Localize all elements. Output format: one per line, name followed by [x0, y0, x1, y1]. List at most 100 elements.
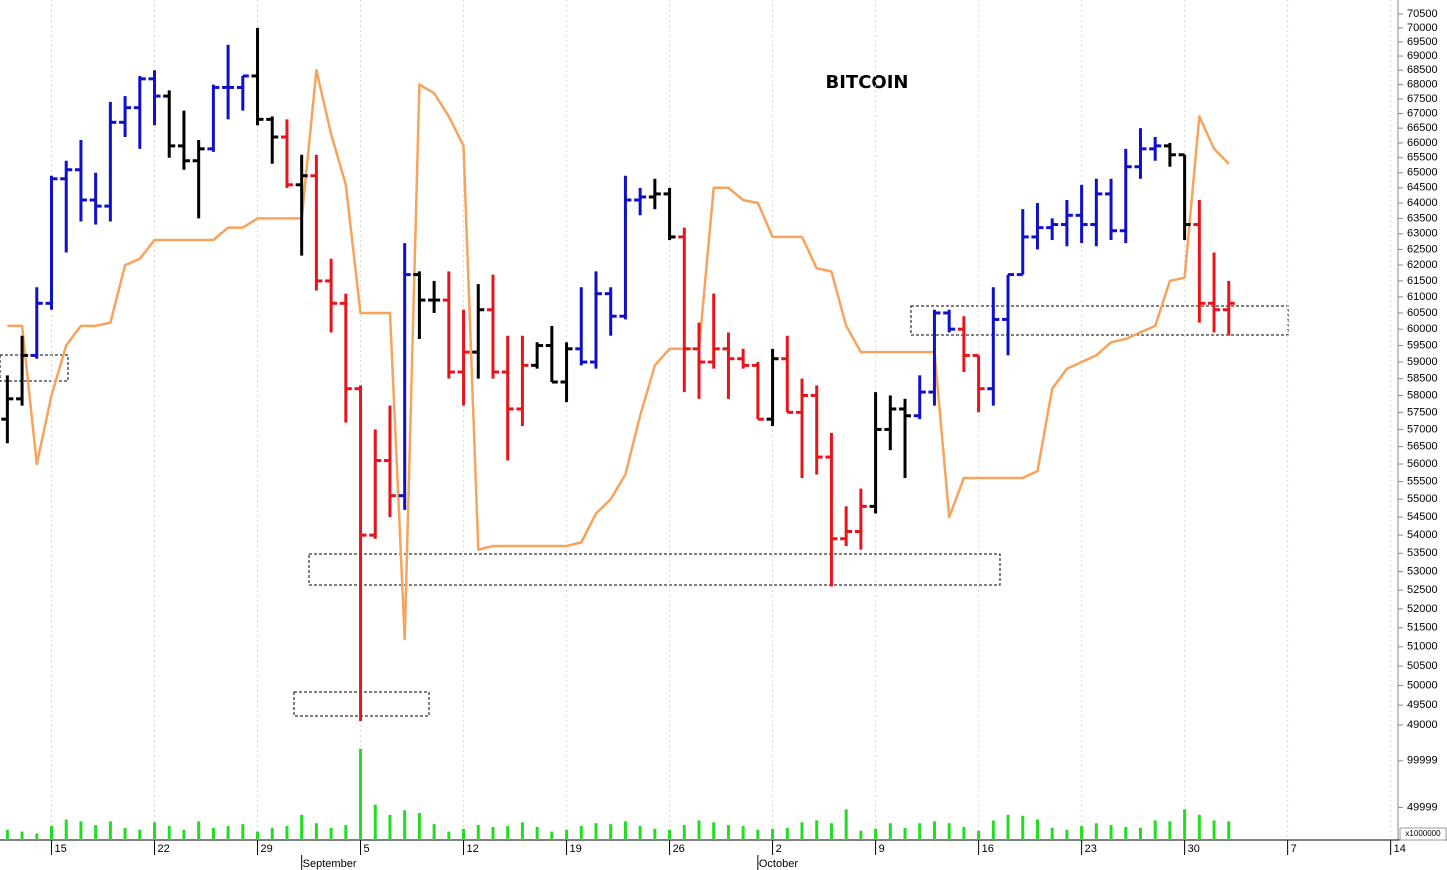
x-tick-label: 29 [261, 843, 273, 855]
volume-bar [123, 827, 127, 840]
volume-bar [432, 824, 436, 840]
y-tick-label: 63500 [1407, 212, 1438, 224]
x-tick-label: 5 [364, 843, 370, 855]
volume-bar [1006, 814, 1010, 840]
volume-bar [1035, 819, 1039, 840]
volume-bar [1109, 825, 1113, 840]
x-tick-label: 19 [570, 843, 582, 855]
volume-bar [918, 823, 922, 840]
y-tick-label: 49500 [1407, 699, 1438, 711]
y-tick-label: 56500 [1407, 441, 1438, 453]
y-tick-label: 64500 [1407, 182, 1438, 194]
y-tick-label: 69500 [1407, 36, 1438, 48]
volume-bar [5, 829, 9, 840]
volume-bar [153, 822, 157, 840]
volume-bar [726, 825, 730, 840]
volume-unit: x1000000 [1405, 829, 1441, 838]
x-tick-label: 16 [982, 843, 994, 855]
volume-bar [388, 814, 392, 840]
volume-bar [1050, 827, 1054, 840]
volume-bar [256, 831, 260, 840]
x-tick-label: 26 [673, 843, 685, 855]
volume-bar [991, 820, 995, 840]
volume-bar [108, 821, 112, 840]
x-tick-label: 15 [55, 843, 67, 855]
volume-bar [638, 826, 642, 840]
volume-bar [491, 826, 495, 840]
y-tick-label: 50500 [1407, 660, 1438, 672]
volume-bar [50, 826, 54, 840]
x-tick-label: 23 [1085, 843, 1097, 855]
zone-box [308, 553, 1001, 586]
y-tick-label: 52000 [1407, 603, 1438, 615]
y-tick-label: 53000 [1407, 566, 1438, 578]
y-tick-label: 53500 [1407, 547, 1438, 559]
volume-bar [476, 825, 480, 840]
volume-bar [565, 829, 569, 840]
volume-bar [447, 831, 451, 840]
volume-bar [668, 829, 672, 840]
volume-bar [550, 831, 554, 840]
volume-bar [64, 819, 68, 840]
volume-bar [697, 820, 701, 840]
unit-box [1399, 827, 1447, 841]
y-tick-label: 61500 [1407, 275, 1438, 287]
y-tick-label: 66000 [1407, 137, 1438, 149]
volume-bar [417, 812, 421, 840]
volume-bar [623, 821, 627, 840]
volume-bar [609, 824, 613, 840]
volume-bar [1153, 820, 1157, 840]
volume-bar [329, 827, 333, 840]
y-tick-label: 49000 [1407, 719, 1438, 731]
volume-bar [373, 804, 377, 840]
y-tick-label: 70500 [1407, 8, 1438, 20]
month-label: October [759, 858, 798, 870]
volume-bar [579, 826, 583, 840]
volume-bar [977, 830, 981, 840]
y-tick-label: 52500 [1407, 584, 1438, 596]
volume-bar [874, 828, 878, 840]
volume-bar [1124, 826, 1128, 840]
line [7, 68, 1230, 641]
volume-bar [859, 830, 863, 840]
volume-bar [771, 828, 775, 840]
y-tick-label: 66500 [1407, 122, 1438, 134]
y-tick-label: 56000 [1407, 458, 1438, 470]
volume-bar [520, 822, 524, 840]
y-tick-label: 67500 [1407, 93, 1438, 105]
volume-bar [1065, 829, 1069, 840]
volume-bar [300, 814, 304, 840]
y-tick-label: 60500 [1407, 307, 1438, 319]
volume-bar [270, 827, 274, 840]
volume-tick-label: 99999 [1407, 755, 1438, 767]
y-tick-label: 61000 [1407, 291, 1438, 303]
x-tick-label: 14 [1394, 843, 1406, 855]
volume-bar [1080, 826, 1084, 840]
zones [0, 305, 1289, 717]
y-tick-label: 70000 [1407, 22, 1438, 34]
volume-bar [594, 823, 598, 840]
volume-bar [138, 829, 142, 840]
volume-bar [800, 822, 804, 840]
volume-bar [167, 826, 171, 840]
volume-bar [1212, 820, 1216, 840]
y-tick-label: 65500 [1407, 152, 1438, 164]
y-tick-label: 69000 [1407, 50, 1438, 62]
y-tick-label: 59500 [1407, 339, 1438, 351]
y-tick-label: 58000 [1407, 389, 1438, 401]
volume-bar [829, 823, 833, 840]
volume-bar [682, 825, 686, 840]
volume-bar [197, 821, 201, 840]
volume-bar [35, 833, 39, 840]
volume-bar [947, 823, 951, 840]
volume-bar [20, 831, 24, 840]
y-tick-label: 51500 [1407, 622, 1438, 634]
y-tick-label: 55500 [1407, 475, 1438, 487]
volume-bar [1138, 827, 1142, 840]
volume-bar [94, 825, 98, 840]
x-tick-label: 2 [776, 843, 782, 855]
volume-bar [226, 826, 230, 840]
volume-bar [741, 826, 745, 840]
volume-bar [1227, 821, 1231, 840]
volume-bar [1183, 809, 1187, 840]
